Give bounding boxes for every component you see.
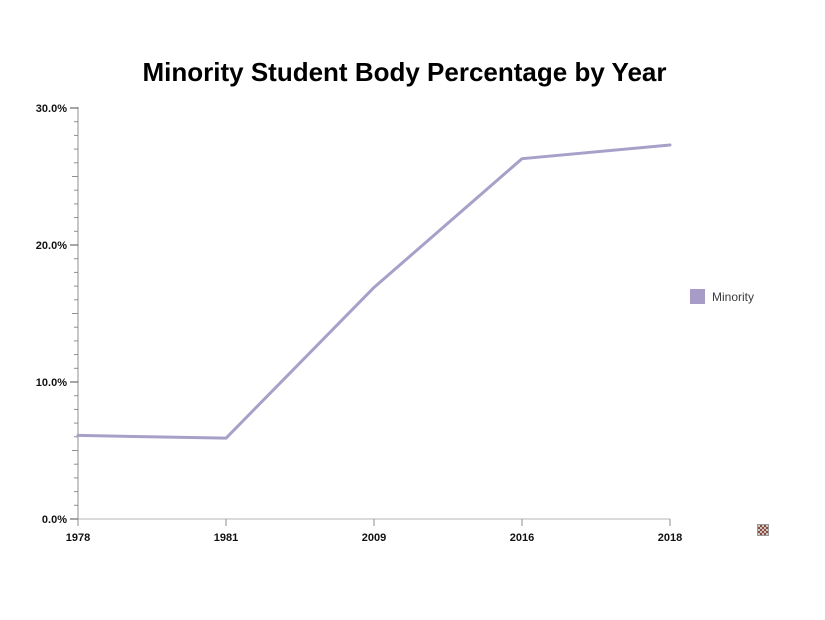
chart-title: Minority Student Body Percentage by Year [142, 57, 667, 87]
x-tick-label: 2009 [362, 532, 386, 544]
x-tick-label: 2018 [658, 532, 682, 544]
x-tick-label: 1978 [66, 532, 90, 544]
x-tick-label: 1981 [214, 532, 238, 544]
y-tick-label: 30.0% [36, 103, 67, 115]
y-tick-label: 0.0% [42, 514, 67, 526]
broken-image-icon [757, 524, 769, 536]
legend-label-minority: Minority [712, 289, 755, 304]
minority-series-line [76, 143, 672, 440]
y-tick-label: 20.0% [36, 240, 67, 252]
x-tick-label: 2016 [510, 532, 534, 544]
legend-swatch-minority [690, 289, 705, 304]
y-tick-label: 10.0% [36, 377, 67, 389]
legend: Minority [690, 289, 754, 304]
